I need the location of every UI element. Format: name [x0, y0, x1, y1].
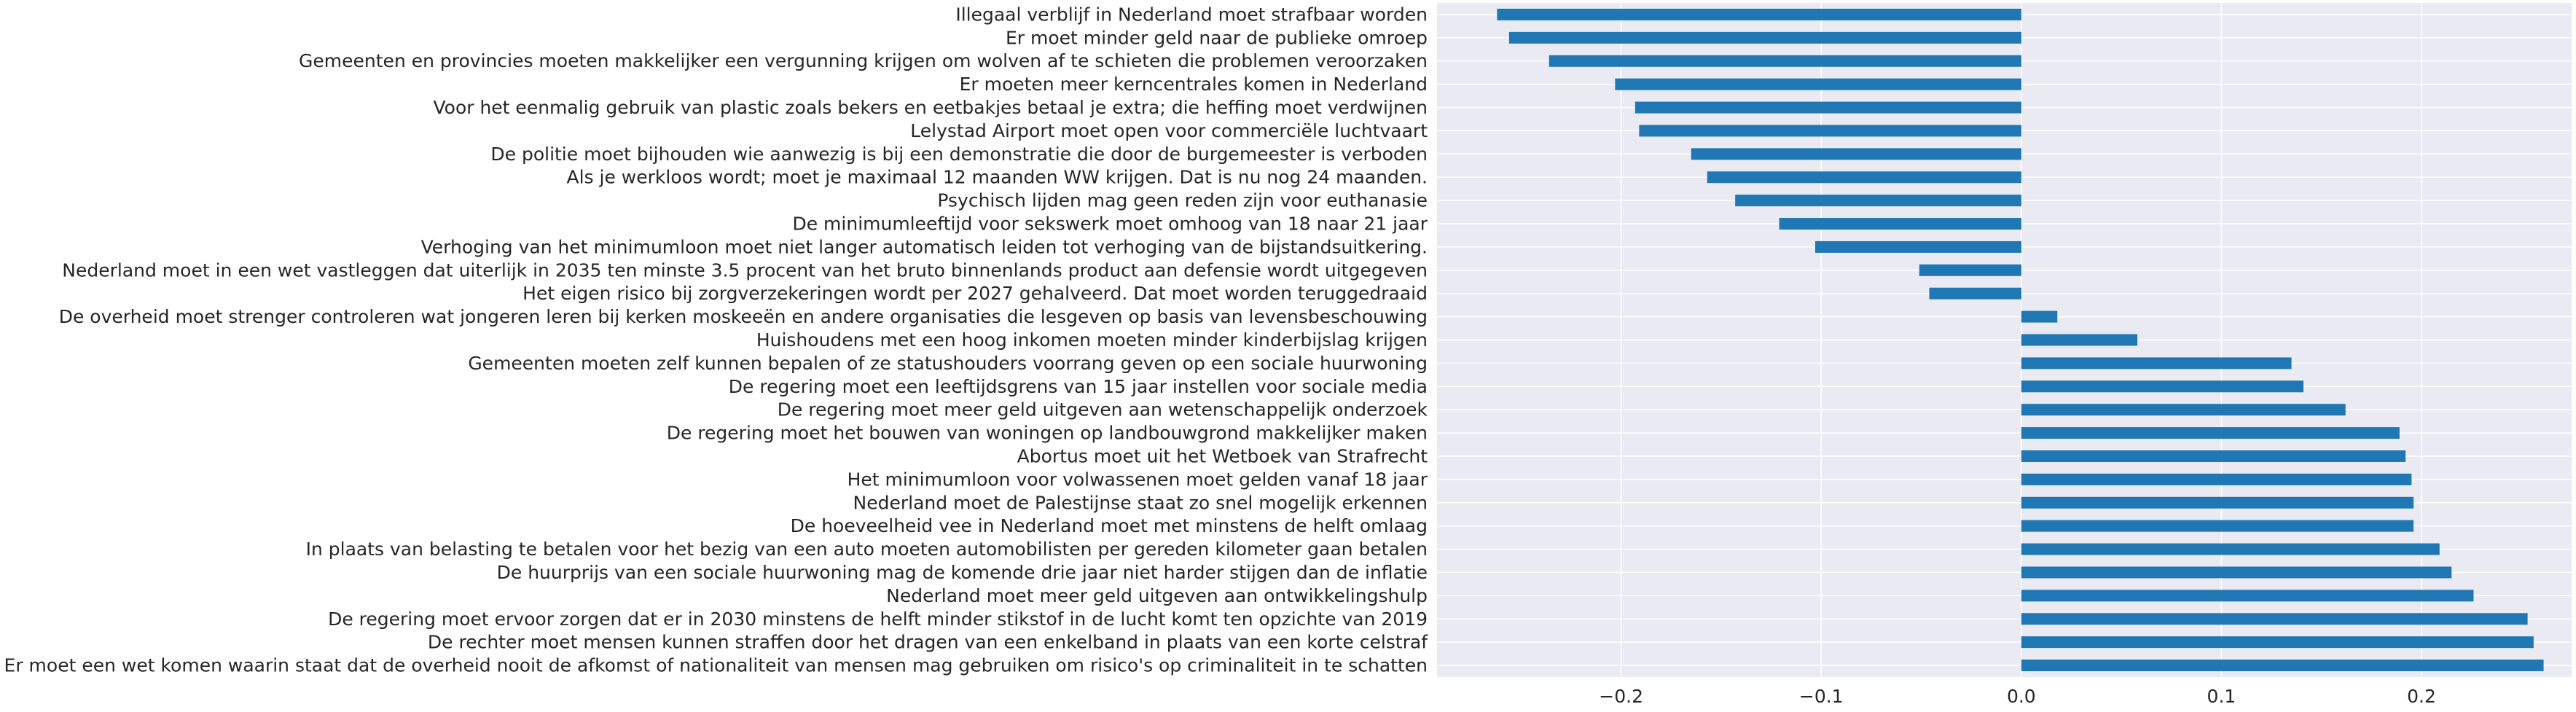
- category-label: Voor het eenmalig gebruik van plastic zo…: [433, 97, 1428, 118]
- category-label: Illegaal verblijf in Nederland moet stra…: [955, 4, 1428, 25]
- bars-group: [1497, 8, 2544, 672]
- bar: [1815, 240, 2021, 253]
- bar: [1779, 218, 2021, 230]
- category-label: Er moeten meer kerncentrales komen in Ne…: [960, 74, 1428, 95]
- x-tick-label: −0.1: [1799, 686, 1844, 707]
- category-label: Verhoging van het minimumloon moet niet …: [421, 236, 1428, 257]
- bar: [2021, 380, 2304, 393]
- bar: [2021, 334, 2138, 346]
- bar: [2021, 636, 2534, 649]
- bar: [2021, 590, 2474, 602]
- bar: [1615, 78, 2021, 90]
- category-label: De huurprijs van een sociale huurwoning …: [497, 562, 1428, 583]
- bar: [1735, 195, 2021, 207]
- x-tick-label: 0.0: [2007, 686, 2036, 707]
- category-label: Er moet minder geld naar de publieke omr…: [1006, 27, 1428, 48]
- bar: [2021, 520, 2414, 532]
- category-label: In plaats van belasting te betalen voor …: [306, 539, 1428, 560]
- category-label: Nederland moet meer geld uitgeven aan on…: [886, 585, 1428, 606]
- category-label: Gemeenten moeten zelf kunnen bepalen of …: [468, 353, 1428, 374]
- category-label: Als je werkloos wordt; moet je maximaal …: [567, 167, 1428, 188]
- category-label: Nederland moet de Palestijnse staat zo s…: [853, 492, 1428, 513]
- category-label: De regering moet een leeftijdsgrens van …: [729, 376, 1428, 397]
- category-label: De rechter moet mensen kunnen straffen d…: [428, 632, 1428, 653]
- bar: [1919, 264, 2021, 276]
- bar: [1691, 148, 2021, 160]
- category-labels: Illegaal verblijf in Nederland moet stra…: [4, 4, 1429, 676]
- category-label: De hoeveelheid vee in Nederland moet met…: [791, 515, 1428, 536]
- bar: [2021, 566, 2452, 579]
- category-label: De regering moet meer geld uitgeven aan …: [778, 399, 1428, 420]
- bar: [2021, 310, 2058, 323]
- bar: [1639, 125, 2021, 137]
- bar: [1508, 31, 2021, 44]
- x-tick-label: 0.2: [2407, 686, 2436, 707]
- category-label: Nederland moet in een wet vastleggen dat…: [62, 259, 1428, 281]
- bar: [2021, 543, 2440, 555]
- category-label: De minimumleeftijd voor sekswerk moet om…: [792, 214, 1428, 235]
- bar: [2021, 450, 2406, 462]
- bar: [2021, 473, 2412, 485]
- bar: [1929, 287, 2021, 300]
- category-label: De regering moet het bouwen van woningen…: [667, 423, 1428, 444]
- category-label: Huishoudens met een hoog inkomen moeten …: [756, 329, 1428, 351]
- bar: [1707, 171, 2021, 184]
- bar: [2021, 660, 2544, 672]
- category-label: De politie moet bijhouden wie aanwezig i…: [490, 144, 1428, 165]
- bar: [2021, 427, 2400, 439]
- category-label: De regering moet ervoor zorgen dat er in…: [328, 609, 1428, 630]
- bar: [1635, 101, 2021, 114]
- category-label: Er moet een wet komen waarin staat dat d…: [4, 655, 1428, 676]
- category-label: Het minimumloon voor volwassenen moet ge…: [847, 469, 1428, 490]
- category-label: De overheid moet strenger controleren wa…: [59, 306, 1428, 327]
- bar: [1497, 8, 2021, 20]
- bar: [2021, 613, 2528, 625]
- category-label: Abortus moet uit het Wetboek van Strafre…: [1017, 445, 1428, 466]
- bar: [2021, 496, 2414, 509]
- bar: [2021, 357, 2292, 369]
- category-label: Gemeenten en provincies moeten makkelijk…: [299, 50, 1428, 71]
- category-label: Psychisch lijden mag geen reden zijn voo…: [937, 190, 1428, 211]
- category-label: Lelystad Airport moet open voor commerci…: [910, 120, 1428, 141]
- bar: [2021, 404, 2346, 416]
- x-tick-label: 0.1: [2207, 686, 2236, 707]
- x-axis-tick-labels: −0.2 −0.1 0.0 0.1 0.2: [1599, 686, 2436, 707]
- bar: [1549, 55, 2021, 67]
- x-tick-label: −0.2: [1599, 686, 1643, 707]
- category-label: Het eigen risico bij zorgverzekeringen w…: [522, 283, 1428, 304]
